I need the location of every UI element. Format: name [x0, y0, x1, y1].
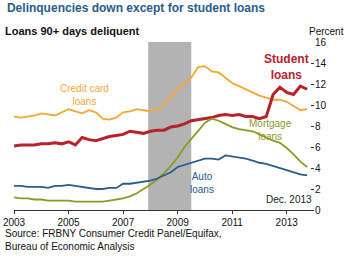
- svg-text:2: 2: [315, 184, 321, 195]
- svg-text:2013: 2013: [276, 217, 299, 228]
- svg-text:Credit cardloans: Credit cardloans: [60, 83, 109, 107]
- svg-text:2009: 2009: [167, 217, 190, 228]
- svg-text:Source: FRBNY Consumer Credit: Source: FRBNY Consumer Credit Panel/Equi…: [5, 228, 222, 252]
- svg-text:0: 0: [315, 205, 321, 216]
- svg-text:4: 4: [315, 163, 321, 174]
- svg-text:Studentloans: Studentloans: [264, 52, 309, 82]
- svg-text:2003: 2003: [3, 217, 26, 228]
- svg-text:Percent: Percent: [309, 26, 344, 37]
- svg-text:12: 12: [315, 79, 327, 90]
- svg-text:Autoloans: Autoloans: [190, 171, 214, 195]
- svg-text:8: 8: [315, 121, 321, 132]
- svg-text:6: 6: [315, 142, 321, 153]
- svg-text:2007: 2007: [112, 217, 135, 228]
- svg-text:14: 14: [315, 58, 327, 69]
- svg-text:16: 16: [315, 37, 327, 48]
- svg-text:Delinquencies down except for: Delinquencies down except for student lo…: [7, 1, 265, 15]
- svg-text:Loans 90+ days deliquent: Loans 90+ days deliquent: [5, 25, 140, 37]
- svg-text:Dec. 2013: Dec. 2013: [266, 194, 312, 205]
- svg-text:2005: 2005: [57, 217, 80, 228]
- svg-text:10: 10: [315, 100, 327, 111]
- svg-text:Mortgageloans: Mortgageloans: [249, 118, 292, 142]
- svg-text:2011: 2011: [221, 217, 243, 228]
